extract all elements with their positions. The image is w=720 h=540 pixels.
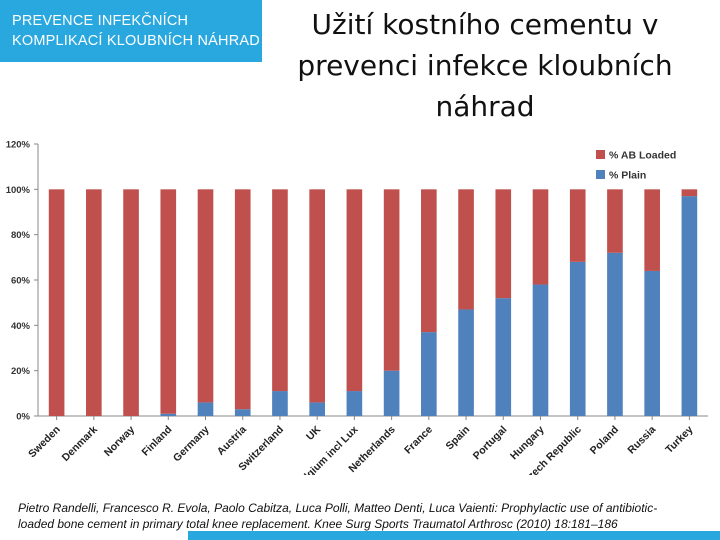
bar-plain: [197, 402, 214, 416]
bar-ab-loaded: [532, 189, 549, 285]
bar-ab-loaded: [272, 189, 288, 392]
x-tick-label: Spain: [443, 424, 472, 453]
x-tick-label: Turkey: [663, 424, 695, 456]
x-tick-label: Hungary: [508, 424, 547, 463]
bar-plain: [160, 413, 177, 416]
bar-plain: [644, 270, 660, 416]
title-line-3: náhrad: [435, 90, 535, 123]
x-tick-label: Sweden: [26, 424, 63, 461]
bar-plain: [421, 332, 437, 416]
bar-ab-loaded: [86, 189, 102, 416]
title-line-2: prevenci infekce kloubních: [297, 49, 673, 82]
citation: Pietro Randelli, Francesco R. Evola, Pao…: [18, 500, 718, 532]
title-line-1: Užití kostního cementu v: [311, 8, 659, 41]
bar-plain: [532, 284, 549, 416]
bar-ab-loaded: [197, 189, 214, 403]
x-tick-label: Denmark: [60, 424, 100, 464]
x-tick-label: Poland: [588, 424, 621, 457]
bar-plain: [383, 370, 400, 416]
y-tick-label: 20%: [11, 366, 31, 377]
x-tick-label: Portugal: [471, 424, 510, 463]
x-tick-label: Germany: [171, 424, 212, 465]
legend-label: % AB Loaded: [609, 150, 676, 162]
bar-ab-loaded: [123, 189, 139, 416]
bar-plain: [272, 391, 288, 416]
legend-swatch: [596, 150, 605, 159]
legend-swatch: [596, 170, 605, 179]
bar-ab-loaded: [607, 189, 623, 253]
bar-ab-loaded: [421, 189, 437, 333]
section-badge: PREVENCE INFEKČNÍCH KOMPLIKACÍ KLOUBNÍCH…: [0, 0, 262, 62]
x-tick-label: France: [402, 424, 435, 457]
bar-ab-loaded: [681, 189, 698, 197]
y-tick-label: 0%: [16, 412, 30, 423]
x-tick-label: Russia: [625, 424, 658, 457]
x-tick-label: Finland: [140, 424, 175, 459]
badge-line-2: KOMPLIKACÍ KLOUBNÍCH NÁHRAD: [12, 33, 260, 49]
bar-ab-loaded: [644, 189, 660, 271]
y-tick-label: 100%: [6, 185, 31, 196]
y-tick-label: 120%: [6, 140, 31, 151]
bar-ab-loaded: [234, 189, 251, 410]
x-tick-label: Austria: [215, 424, 249, 458]
bar-plain: [309, 402, 325, 416]
bar-plain: [681, 196, 698, 416]
bar-ab-loaded: [495, 189, 512, 299]
bar-plain: [495, 298, 512, 416]
bar-ab-loaded: [346, 189, 363, 392]
bar-ab-loaded: [48, 189, 65, 416]
x-tick-label: Norway: [102, 424, 137, 459]
bar-plain: [569, 261, 586, 416]
bar-plain: [458, 309, 474, 416]
bar-ab-loaded: [458, 189, 474, 310]
bar-ab-loaded: [160, 189, 177, 414]
y-tick-label: 40%: [11, 321, 31, 332]
bottom-accent-bar: [188, 531, 720, 540]
legend-label: % Plain: [609, 170, 646, 182]
bar-plain: [607, 252, 623, 416]
slide-title: Užití kostního cementu v prevenci infekc…: [272, 4, 698, 127]
citation-line-1: Pietro Randelli, Francesco R. Evola, Pao…: [18, 501, 658, 515]
y-tick-label: 80%: [11, 230, 31, 241]
bar-plain: [234, 409, 251, 416]
citation-line-2: loaded bone cement in primary total knee…: [18, 517, 618, 531]
x-tick-label: UK: [304, 423, 324, 443]
y-tick-label: 60%: [11, 276, 31, 287]
bar-ab-loaded: [309, 189, 325, 403]
bar-ab-loaded: [569, 189, 586, 262]
bar-plain: [346, 391, 363, 416]
badge-line-1: PREVENCE INFEKČNÍCH: [12, 13, 189, 29]
bar-ab-loaded: [383, 189, 400, 371]
